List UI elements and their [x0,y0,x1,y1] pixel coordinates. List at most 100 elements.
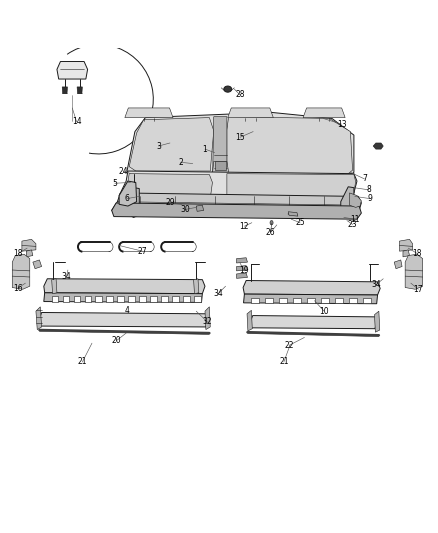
Bar [161,296,168,302]
Polygon shape [12,254,30,289]
Polygon shape [251,316,377,329]
Polygon shape [405,254,423,289]
Ellipse shape [18,278,24,282]
Polygon shape [243,280,380,295]
Polygon shape [247,310,252,331]
Bar [172,296,179,302]
Polygon shape [374,311,380,332]
Text: 19: 19 [240,266,249,276]
Ellipse shape [74,317,99,325]
Text: 6: 6 [124,194,130,203]
Ellipse shape [270,221,273,225]
Polygon shape [394,260,402,269]
Ellipse shape [262,286,271,289]
Polygon shape [57,61,88,79]
Bar [183,296,190,302]
Bar [74,296,80,302]
Polygon shape [44,279,205,294]
Polygon shape [212,161,229,174]
Text: 14: 14 [72,117,81,126]
Polygon shape [129,118,214,171]
Text: 2: 2 [178,158,183,167]
Text: 26: 26 [266,228,276,237]
Text: 22: 22 [284,341,294,350]
Polygon shape [237,258,247,263]
Ellipse shape [67,284,77,288]
Bar [128,296,135,302]
Text: 8: 8 [367,185,371,195]
Bar [106,296,113,302]
Polygon shape [127,112,354,187]
Polygon shape [126,188,139,217]
Ellipse shape [411,278,417,282]
Polygon shape [237,273,247,278]
Polygon shape [44,293,202,302]
Bar [307,297,315,303]
Text: 1: 1 [203,144,207,154]
Text: 4: 4 [124,306,130,315]
Polygon shape [244,294,378,304]
Text: 16: 16 [13,284,22,293]
Text: 12: 12 [240,222,249,231]
Bar [150,296,157,302]
Bar [85,296,91,302]
Bar [279,297,287,303]
Polygon shape [237,265,247,271]
Bar [194,296,201,302]
Polygon shape [288,212,298,216]
Polygon shape [77,87,82,93]
Text: 34: 34 [62,272,71,281]
Bar [251,297,259,303]
Bar [63,296,69,302]
Bar [265,297,273,303]
Text: 7: 7 [362,174,367,183]
Text: 10: 10 [319,306,329,316]
Polygon shape [128,174,212,199]
Text: 34: 34 [371,280,381,289]
Bar [139,296,146,302]
Text: 18: 18 [14,249,23,258]
Text: 13: 13 [337,119,346,128]
Text: 18: 18 [412,249,422,258]
Polygon shape [26,250,33,257]
Polygon shape [215,160,226,170]
Bar [321,297,329,303]
Ellipse shape [290,286,299,289]
Ellipse shape [131,168,136,174]
Text: 5: 5 [112,179,117,188]
Text: 23: 23 [348,220,357,229]
Polygon shape [62,87,67,93]
Polygon shape [33,260,42,269]
Text: 28: 28 [235,90,245,99]
Polygon shape [212,117,227,187]
Ellipse shape [98,284,108,288]
Polygon shape [227,174,356,199]
Text: 27: 27 [138,247,147,256]
Polygon shape [52,279,57,294]
Ellipse shape [246,211,251,215]
Text: 30: 30 [180,205,190,214]
Polygon shape [350,193,361,207]
Polygon shape [119,181,137,206]
Polygon shape [228,108,273,118]
Text: 25: 25 [295,218,305,227]
Polygon shape [373,143,383,149]
Text: 20: 20 [111,336,121,345]
Bar [293,297,301,303]
Text: 32: 32 [202,317,212,326]
Text: 11: 11 [350,215,360,224]
Ellipse shape [141,318,162,324]
Text: 21: 21 [78,358,87,367]
Polygon shape [403,250,410,257]
Text: 24: 24 [119,166,128,175]
Text: 15: 15 [235,133,245,142]
Bar [117,296,124,302]
Bar [95,296,102,302]
Polygon shape [39,312,208,327]
Polygon shape [227,117,353,180]
Ellipse shape [170,284,179,288]
Bar [349,297,357,303]
Bar [335,297,343,303]
Polygon shape [112,193,361,219]
Polygon shape [194,279,199,294]
